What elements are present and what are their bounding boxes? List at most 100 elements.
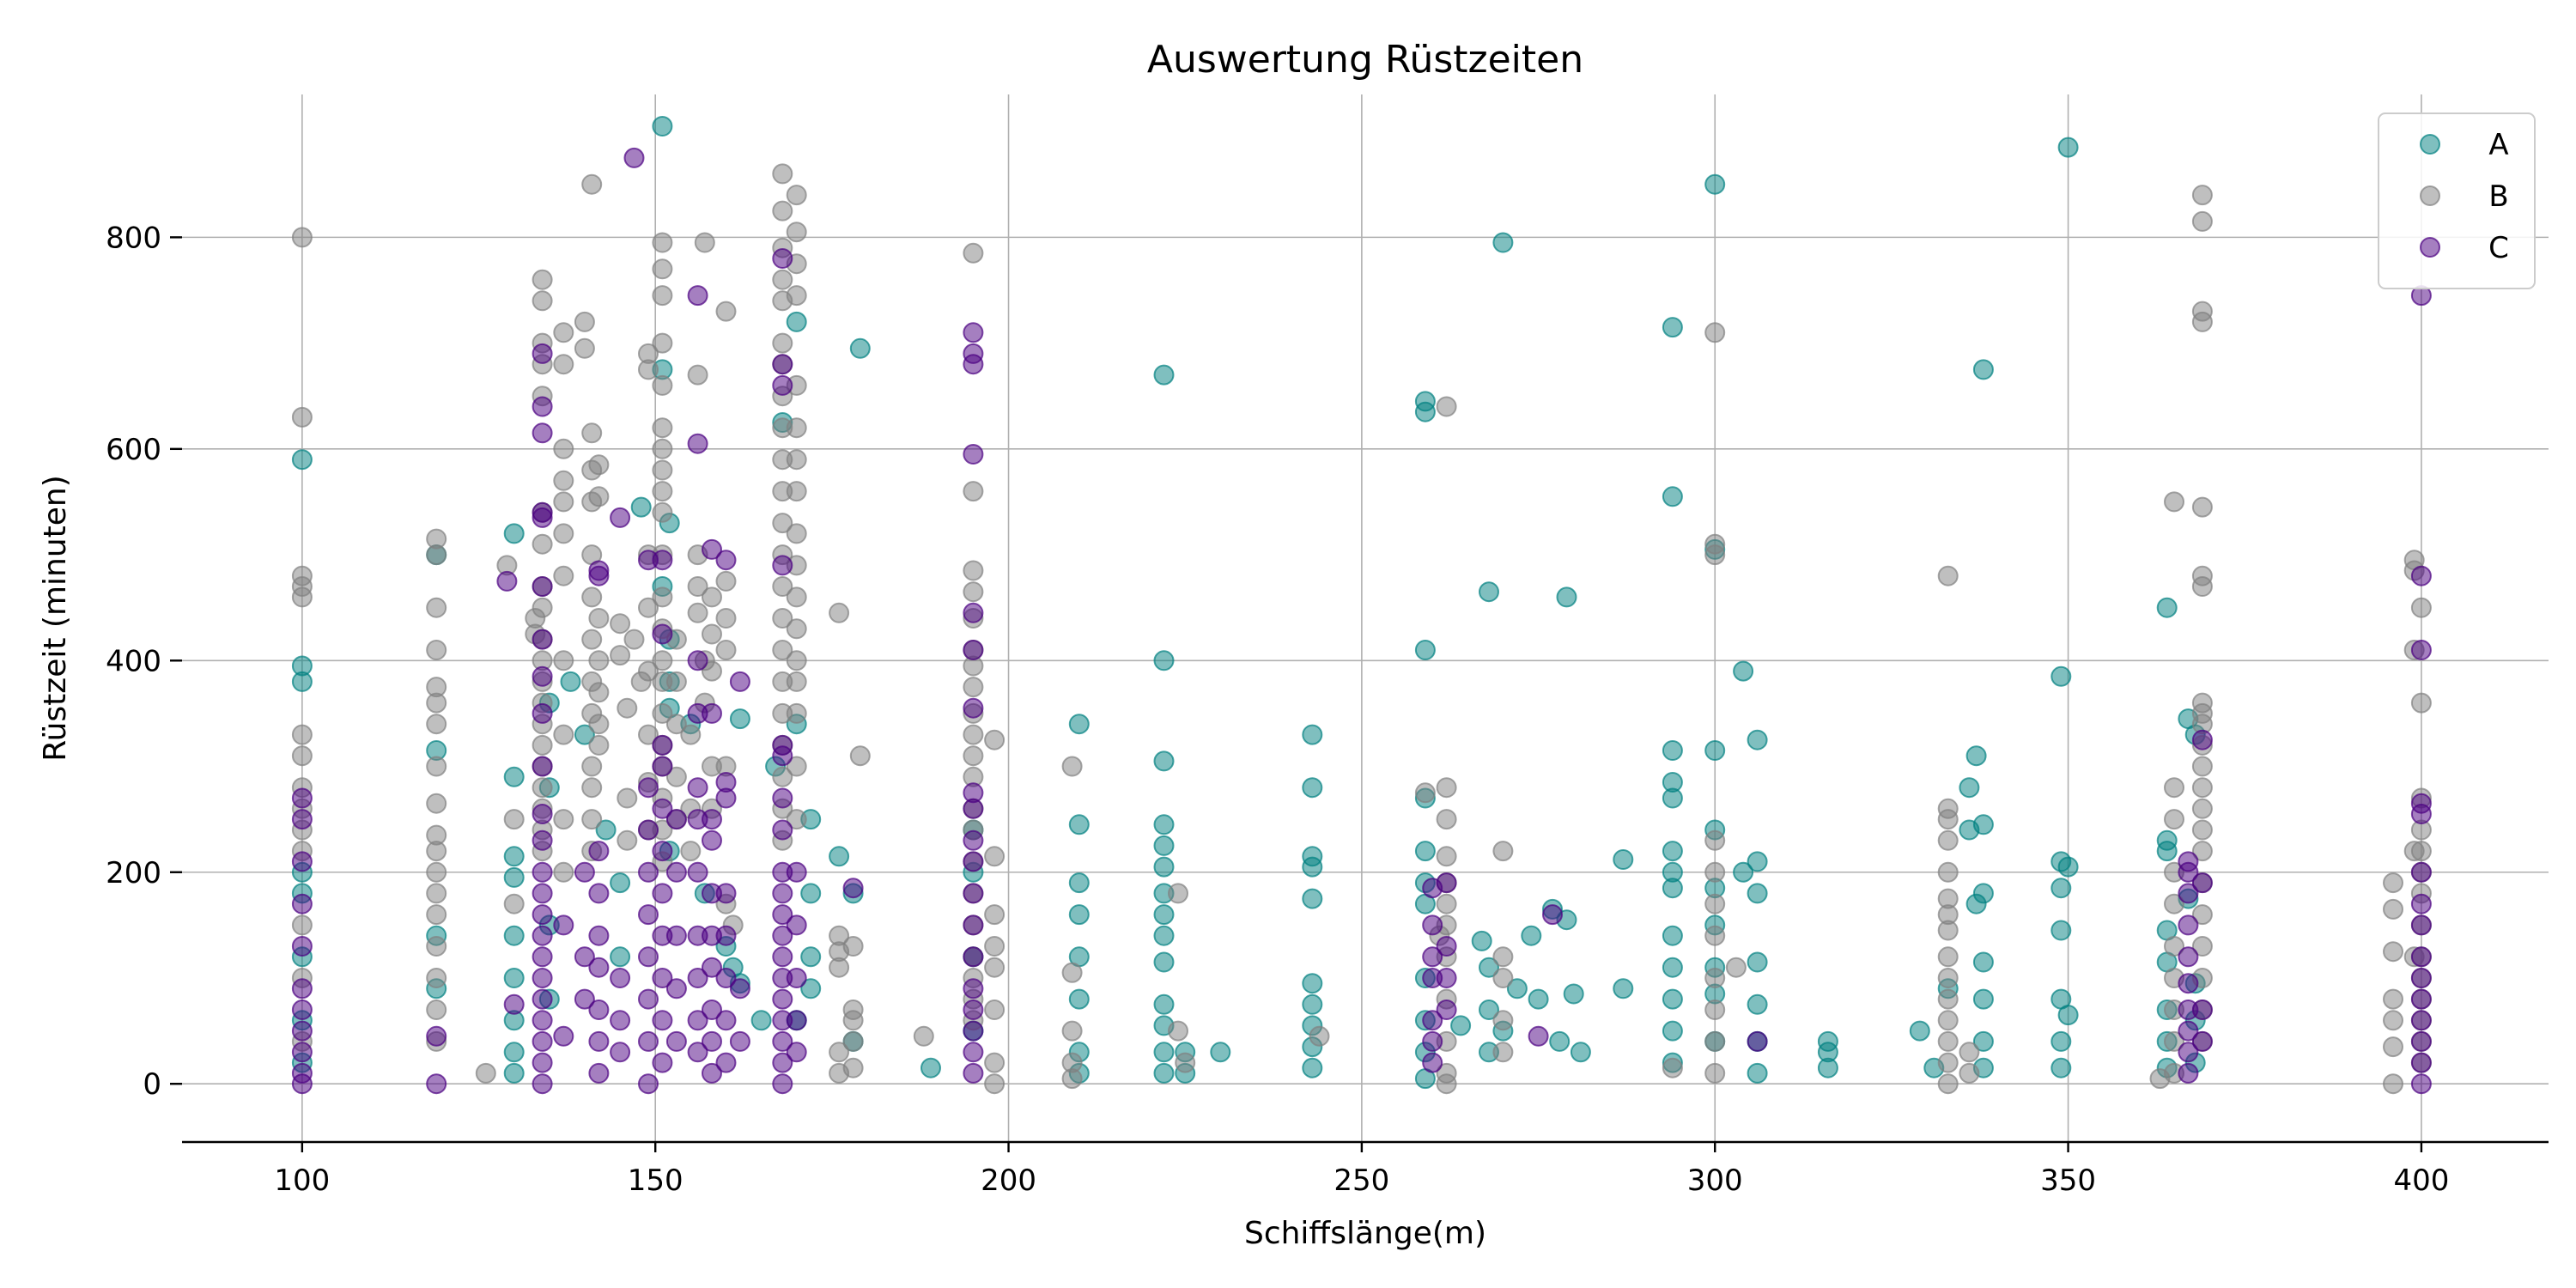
y-tick-label: 800 <box>106 221 161 255</box>
data-point <box>581 777 603 799</box>
data-point <box>1168 883 1188 904</box>
data-point <box>2178 914 2199 936</box>
data-point <box>687 861 708 883</box>
data-point <box>1302 888 1323 909</box>
data-point <box>2164 777 2184 799</box>
data-point <box>1302 856 1323 878</box>
data-point <box>532 1030 553 1052</box>
data-point <box>610 1042 631 1063</box>
legend-marker-C <box>2420 237 2440 258</box>
data-point <box>963 677 984 698</box>
data-point <box>503 968 525 988</box>
data-point <box>1068 904 1090 926</box>
data-point <box>715 640 737 660</box>
data-point <box>963 1042 984 1063</box>
data-point <box>786 650 807 671</box>
data-point <box>1937 920 1959 941</box>
data-point <box>553 322 574 343</box>
data-point <box>849 337 871 359</box>
data-point <box>588 957 610 978</box>
data-point <box>963 602 984 623</box>
data-point <box>680 841 702 862</box>
data-point <box>1725 957 1747 978</box>
data-point <box>772 163 793 185</box>
data-point <box>687 364 708 386</box>
data-point <box>588 454 610 476</box>
data-point <box>532 1052 553 1073</box>
data-point <box>652 258 673 280</box>
data-point <box>1479 957 1499 978</box>
data-point <box>963 1062 984 1084</box>
data-point <box>2410 640 2432 660</box>
data-point <box>687 650 708 671</box>
data-point <box>702 538 722 560</box>
data-point <box>702 1030 722 1052</box>
data-point <box>1937 1073 1959 1095</box>
data-point <box>426 640 447 660</box>
data-point <box>1153 814 1175 835</box>
data-point <box>772 513 793 534</box>
data-point <box>503 1042 525 1063</box>
data-point <box>786 861 807 883</box>
data-point <box>1704 968 1726 988</box>
data-point <box>638 988 659 1010</box>
x-tick-label: 250 <box>1334 1163 1389 1198</box>
data-point <box>2191 311 2213 332</box>
data-point <box>2178 1062 2199 1084</box>
data-point <box>2410 804 2432 824</box>
data-point <box>617 787 638 809</box>
data-point <box>1302 973 1323 994</box>
data-point <box>842 878 864 899</box>
data-point <box>963 851 984 872</box>
data-point <box>1422 1052 1443 1073</box>
data-point <box>2191 185 2213 206</box>
data-point <box>1153 856 1175 878</box>
data-point <box>2164 491 2184 513</box>
data-point <box>1153 750 1175 772</box>
data-point <box>291 914 313 936</box>
data-point <box>1909 1020 1930 1042</box>
data-point <box>291 1073 313 1095</box>
data-point <box>2191 798 2213 819</box>
data-point <box>553 491 574 513</box>
data-point <box>1436 968 1457 988</box>
data-point <box>652 798 673 819</box>
data-point <box>772 925 793 946</box>
data-point <box>772 269 793 290</box>
data-point <box>786 311 807 332</box>
data-point <box>1972 883 1994 904</box>
data-point <box>786 914 807 936</box>
data-point <box>702 829 722 851</box>
data-point <box>532 829 553 851</box>
data-point <box>426 1025 447 1047</box>
data-point <box>1436 893 1457 914</box>
data-point <box>503 846 525 867</box>
data-point <box>715 550 737 571</box>
data-point <box>786 1010 807 1031</box>
data-point <box>652 438 673 459</box>
data-point <box>581 809 603 830</box>
data-point <box>1733 861 1754 883</box>
data-point <box>426 904 447 926</box>
x-axis-label: Schiffslänge(m) <box>1244 1216 1486 1251</box>
data-point <box>1153 835 1175 856</box>
data-point <box>665 925 687 946</box>
data-point <box>715 1010 737 1031</box>
data-point <box>963 724 984 745</box>
data-point <box>829 846 850 867</box>
data-point <box>503 809 525 830</box>
data-point <box>588 883 610 904</box>
data-point <box>532 576 553 597</box>
data-point <box>581 173 603 195</box>
data-point <box>1972 1030 1994 1052</box>
data-point <box>963 999 984 1020</box>
data-point <box>291 893 313 914</box>
data-point <box>553 523 574 544</box>
data-point <box>553 650 574 671</box>
data-point <box>772 332 793 354</box>
data-point <box>610 1010 631 1031</box>
data-point <box>1492 1042 1514 1063</box>
data-point <box>2410 1030 2432 1052</box>
data-point <box>2164 809 2184 830</box>
data-point <box>772 745 793 767</box>
